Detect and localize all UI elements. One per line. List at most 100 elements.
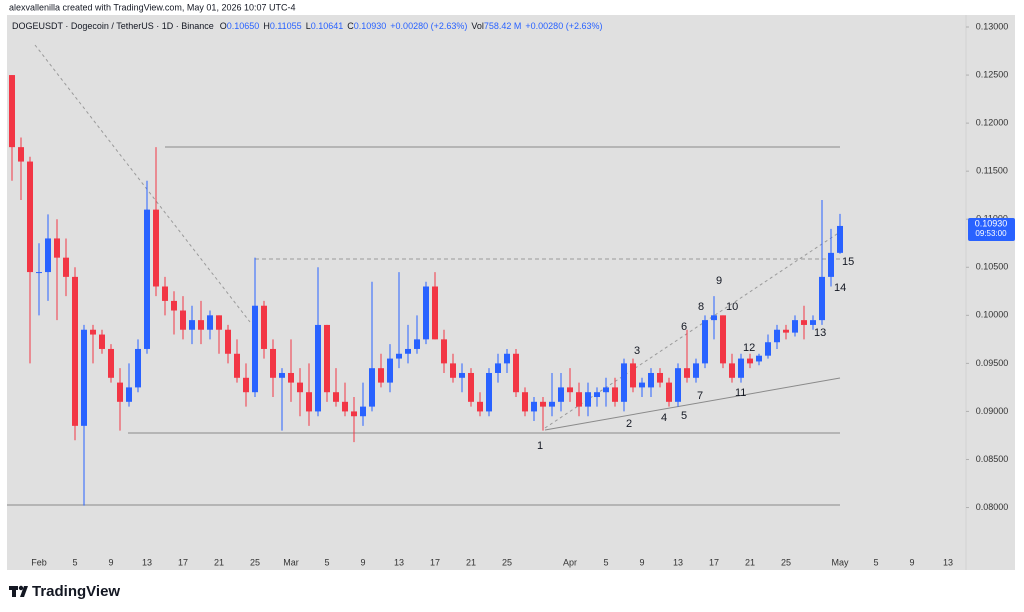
candle-body [45, 238, 51, 273]
candle-body [387, 358, 393, 383]
logo-part [18, 585, 24, 591]
candle-body [711, 315, 717, 321]
candle-body [189, 320, 195, 330]
candle-body [459, 372, 465, 378]
wave-label: 5 [681, 410, 687, 422]
legend-value: 0.10641 [311, 21, 344, 31]
legend: DOGEUSDT · Dogecoin / TetherUS · 1D · Bi… [12, 21, 602, 31]
x-tick-label: 25 [250, 557, 260, 567]
wave-label: 6 [681, 321, 687, 333]
x-tick-label: Mar [283, 557, 299, 567]
wave-label: 11 [735, 387, 746, 399]
candle-body [612, 387, 618, 402]
candle-body [252, 305, 258, 393]
legend-value: 0.10930 [354, 21, 387, 31]
candle-body [765, 342, 771, 356]
candle-body [783, 329, 789, 333]
x-tick-label: 9 [909, 557, 914, 567]
candle-body [72, 276, 78, 426]
candle-body [27, 161, 33, 273]
candle-body [18, 147, 24, 162]
candle-body [756, 355, 762, 362]
x-tick-label: 5 [324, 557, 329, 567]
wave-label: 12 [743, 342, 755, 354]
candle-body [225, 329, 231, 354]
candle-body [351, 411, 357, 417]
candle-body [486, 372, 492, 412]
candle-body [405, 348, 411, 354]
x-tick-label: 17 [178, 557, 188, 567]
candle-body [513, 353, 519, 393]
candle-body [468, 372, 474, 402]
candle-body [414, 339, 420, 349]
candle-body [297, 382, 303, 393]
y-tick-label: 0.10000 [976, 310, 1009, 320]
candle-body [198, 320, 204, 330]
candle-body [108, 348, 114, 378]
candle-body [306, 392, 312, 412]
drawings [7, 44, 841, 506]
candle-body [144, 209, 150, 349]
candle-body [126, 387, 132, 402]
candle-body [378, 368, 384, 383]
candle-body [171, 300, 177, 311]
candle-body [540, 401, 546, 407]
x-tick-label: 17 [709, 557, 719, 567]
candle-body [657, 372, 663, 383]
credit: alexvallenilla created with TradingView.… [9, 2, 295, 12]
candle-body [54, 238, 60, 258]
x-tick-label: 25 [781, 557, 791, 567]
candle-body [648, 372, 654, 388]
candle-body [324, 324, 330, 393]
y-tick-label: 0.12000 [976, 117, 1009, 127]
y-tick-label: 0.10500 [976, 262, 1009, 272]
last-price-label: 0.10930 [975, 218, 1008, 228]
legend-key: Vol [471, 21, 484, 31]
wave-label: 10 [726, 301, 738, 313]
logo-part [20, 586, 28, 597]
wave-label: 3 [634, 345, 640, 357]
candle-body [603, 387, 609, 393]
legend-key: L [306, 21, 311, 31]
legend-change: +0.00280 (+2.63%) [390, 21, 467, 31]
x-tick-label: 13 [142, 557, 152, 567]
down-trendline [34, 44, 251, 323]
candle-body [423, 286, 429, 340]
candle-body [243, 377, 249, 393]
logo-part [12, 586, 16, 597]
x-tick-label: 21 [745, 557, 755, 567]
candle-body [441, 339, 447, 364]
channel-top [544, 231, 841, 429]
wave-label: 2 [626, 418, 632, 430]
candle-body [315, 324, 321, 412]
wave-label: 7 [697, 390, 703, 402]
wave-label: 9 [716, 275, 722, 287]
legend-value: 0.10650 [227, 21, 260, 31]
x-tick-label: Apr [563, 557, 577, 567]
wave-label: 13 [814, 327, 826, 339]
candle-body [117, 382, 123, 402]
countdown: 09:53:00 [975, 229, 1007, 238]
x-tick-label: 25 [502, 557, 512, 567]
candle-body [81, 329, 87, 426]
chart-panel [7, 15, 1015, 570]
candle-body [135, 348, 141, 388]
candle-body [729, 363, 735, 378]
y-tick-label: 0.09500 [976, 358, 1009, 368]
legend-value: 0.11055 [270, 21, 302, 31]
candle-body [522, 392, 528, 412]
candle-body [666, 382, 672, 402]
x-tick-label: 13 [943, 557, 953, 567]
brand-logo [9, 585, 28, 597]
candle-body [450, 363, 456, 378]
y-tick-label: 0.13000 [976, 21, 1009, 31]
candle-body [585, 392, 591, 407]
candle-body [810, 320, 816, 325]
y-tick-label: 0.11500 [976, 166, 1008, 176]
candle-body [828, 252, 834, 277]
wave-label: 15 [842, 256, 854, 268]
candle-body [99, 334, 105, 349]
candle-body [216, 315, 222, 330]
wave-label: 8 [698, 301, 704, 313]
candle-body [63, 257, 69, 277]
